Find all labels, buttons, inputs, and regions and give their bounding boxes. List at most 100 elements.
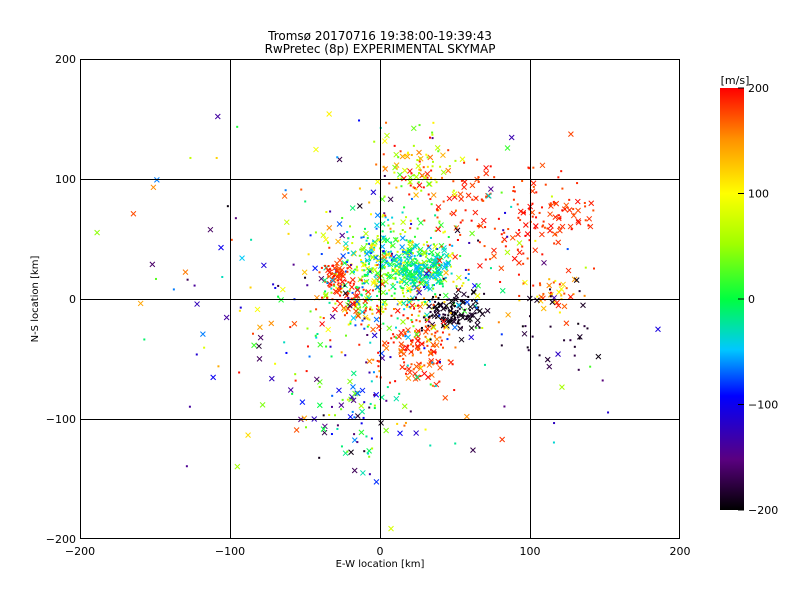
data-point-x xyxy=(412,370,418,377)
data-point-dot xyxy=(387,224,390,227)
data-point-x xyxy=(354,292,361,299)
data-point-dot xyxy=(355,265,358,268)
data-point-x xyxy=(452,254,459,260)
data-point-dot xyxy=(434,267,437,270)
data-point-dot xyxy=(367,324,370,327)
data-point-dot xyxy=(444,276,447,279)
data-point-dot xyxy=(346,267,349,270)
data-point-x xyxy=(299,399,306,405)
data-point-dot xyxy=(383,174,386,177)
data-point-dot xyxy=(360,293,363,296)
data-point-dot xyxy=(397,177,400,180)
data-point-dot xyxy=(439,165,442,168)
data-point-dot xyxy=(436,253,439,256)
data-point-dot xyxy=(399,232,402,235)
data-point-dot xyxy=(535,191,538,194)
data-point-dot xyxy=(444,313,447,316)
data-point-x xyxy=(486,193,492,199)
data-point-dot xyxy=(392,263,395,266)
data-point-dot xyxy=(512,198,515,201)
data-point-dot xyxy=(410,222,413,225)
data-point-dot xyxy=(413,307,416,310)
data-point-dot xyxy=(344,354,347,357)
data-point-x xyxy=(426,257,433,264)
data-point-dot xyxy=(360,258,363,261)
data-point-x xyxy=(405,327,411,333)
data-point-dot xyxy=(420,326,423,329)
data-point-x xyxy=(435,267,442,273)
data-point-dot xyxy=(346,312,349,315)
data-point-x xyxy=(287,387,294,393)
data-point-dot xyxy=(425,318,428,321)
data-point-x xyxy=(461,179,468,185)
data-point-x xyxy=(426,181,433,187)
data-point-dot xyxy=(438,314,441,317)
data-point-x xyxy=(358,429,365,436)
data-point-dot xyxy=(359,248,362,251)
data-point-dot xyxy=(339,287,342,290)
data-point-dot xyxy=(409,239,412,242)
data-point-dot xyxy=(406,364,409,367)
data-point-dot xyxy=(429,236,432,239)
data-point-dot xyxy=(344,262,347,265)
data-point-dot xyxy=(489,165,492,168)
data-point-x xyxy=(360,261,367,268)
data-point-dot xyxy=(421,268,424,271)
y-axis: −200 −100 0 100 200 xyxy=(46,53,76,546)
data-point-x xyxy=(301,269,308,276)
data-point-dot xyxy=(433,277,436,280)
data-point-dot xyxy=(431,131,434,134)
data-point-dot xyxy=(455,297,458,300)
data-point-dot xyxy=(366,333,369,336)
data-point-x xyxy=(414,242,420,249)
data-point-dot xyxy=(512,186,515,189)
data-point-dot xyxy=(410,197,413,200)
data-point-dot xyxy=(413,254,416,257)
data-point-x xyxy=(370,280,377,287)
data-point-dot xyxy=(526,257,529,260)
data-point-x xyxy=(360,244,367,251)
data-point-dot xyxy=(387,342,390,345)
data-point-dot xyxy=(442,277,445,280)
data-point-dot xyxy=(287,232,290,235)
data-point-x xyxy=(251,342,257,349)
data-point-x xyxy=(332,306,338,313)
data-point-x xyxy=(322,423,328,430)
data-point-dot xyxy=(513,190,516,193)
data-point-dot xyxy=(410,313,413,316)
data-point-x xyxy=(418,276,425,282)
data-point-dot xyxy=(543,226,546,229)
data-point-dot xyxy=(348,288,351,291)
data-point-x xyxy=(256,343,262,350)
data-point-x xyxy=(428,360,434,366)
data-point-dot xyxy=(385,260,388,263)
data-point-dot xyxy=(337,274,340,277)
data-point-dot xyxy=(195,353,198,356)
data-point-dot xyxy=(450,265,453,268)
data-point-dot xyxy=(416,330,419,333)
data-point-dot xyxy=(528,167,531,170)
data-point-dot xyxy=(417,248,420,251)
data-point-x xyxy=(383,427,389,434)
data-point-dot xyxy=(376,304,379,307)
data-point-dot xyxy=(553,301,556,304)
data-point-dot xyxy=(401,280,404,283)
data-point-dot xyxy=(413,275,416,278)
data-point-dot xyxy=(381,282,384,285)
data-point-dot xyxy=(429,444,432,447)
data-point-x xyxy=(349,205,356,211)
data-point-dot xyxy=(394,380,397,383)
data-point-dot xyxy=(429,300,432,303)
data-point-dot xyxy=(358,303,361,306)
data-point-dot xyxy=(427,244,430,247)
data-point-dot xyxy=(331,276,334,279)
data-point-dot xyxy=(393,297,396,300)
data-point-x xyxy=(461,308,468,314)
data-point-dot xyxy=(378,370,381,373)
data-point-x xyxy=(447,319,453,326)
data-point-x xyxy=(546,363,553,370)
data-point-dot xyxy=(417,314,420,317)
data-point-dot xyxy=(334,414,337,417)
data-point-x xyxy=(440,169,447,176)
data-point-x xyxy=(323,291,329,298)
